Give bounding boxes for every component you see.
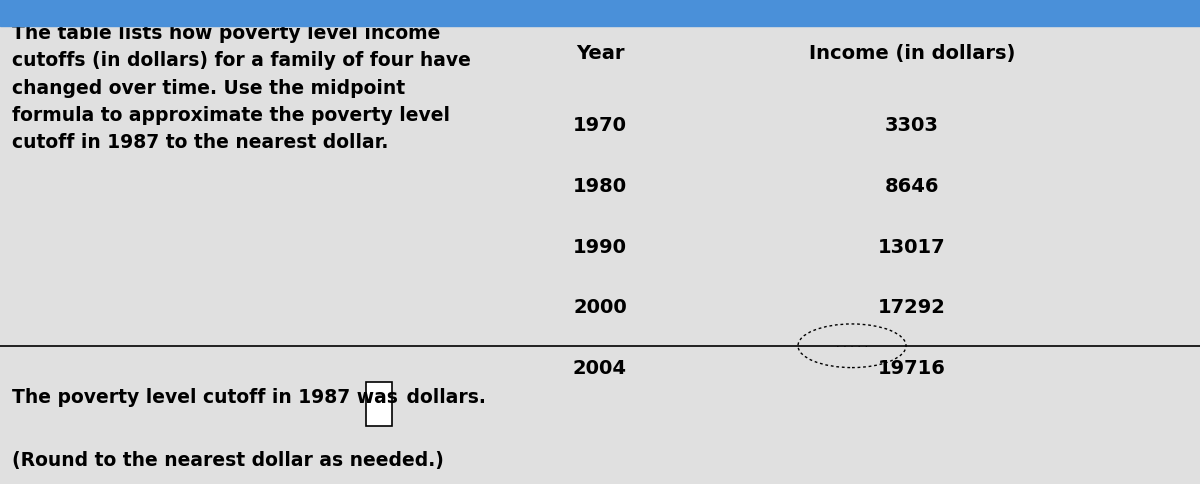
Text: 2004: 2004 [574, 358, 628, 377]
Text: 19716: 19716 [878, 358, 946, 377]
Text: 3303: 3303 [886, 116, 938, 135]
Text: · · · · ·: · · · · · [836, 341, 868, 351]
Text: 2000: 2000 [574, 298, 626, 317]
Text: 1980: 1980 [572, 177, 628, 196]
Text: 13017: 13017 [878, 237, 946, 256]
Text: 1990: 1990 [574, 237, 628, 256]
Text: Year: Year [576, 44, 624, 62]
Text: 1970: 1970 [574, 116, 628, 135]
Text: 17292: 17292 [878, 298, 946, 317]
Text: The table lists how poverty level income
cutoffs (in dollars) for a family of fo: The table lists how poverty level income… [12, 24, 470, 152]
Text: dollars.: dollars. [400, 387, 486, 406]
Text: (Round to the nearest dollar as needed.): (Round to the nearest dollar as needed.) [12, 450, 444, 469]
Text: 8646: 8646 [884, 177, 940, 196]
Text: The poverty level cutoff in 1987 was: The poverty level cutoff in 1987 was [12, 387, 404, 406]
FancyBboxPatch shape [366, 382, 392, 426]
Text: Income (in dollars): Income (in dollars) [809, 44, 1015, 62]
Ellipse shape [798, 324, 906, 368]
